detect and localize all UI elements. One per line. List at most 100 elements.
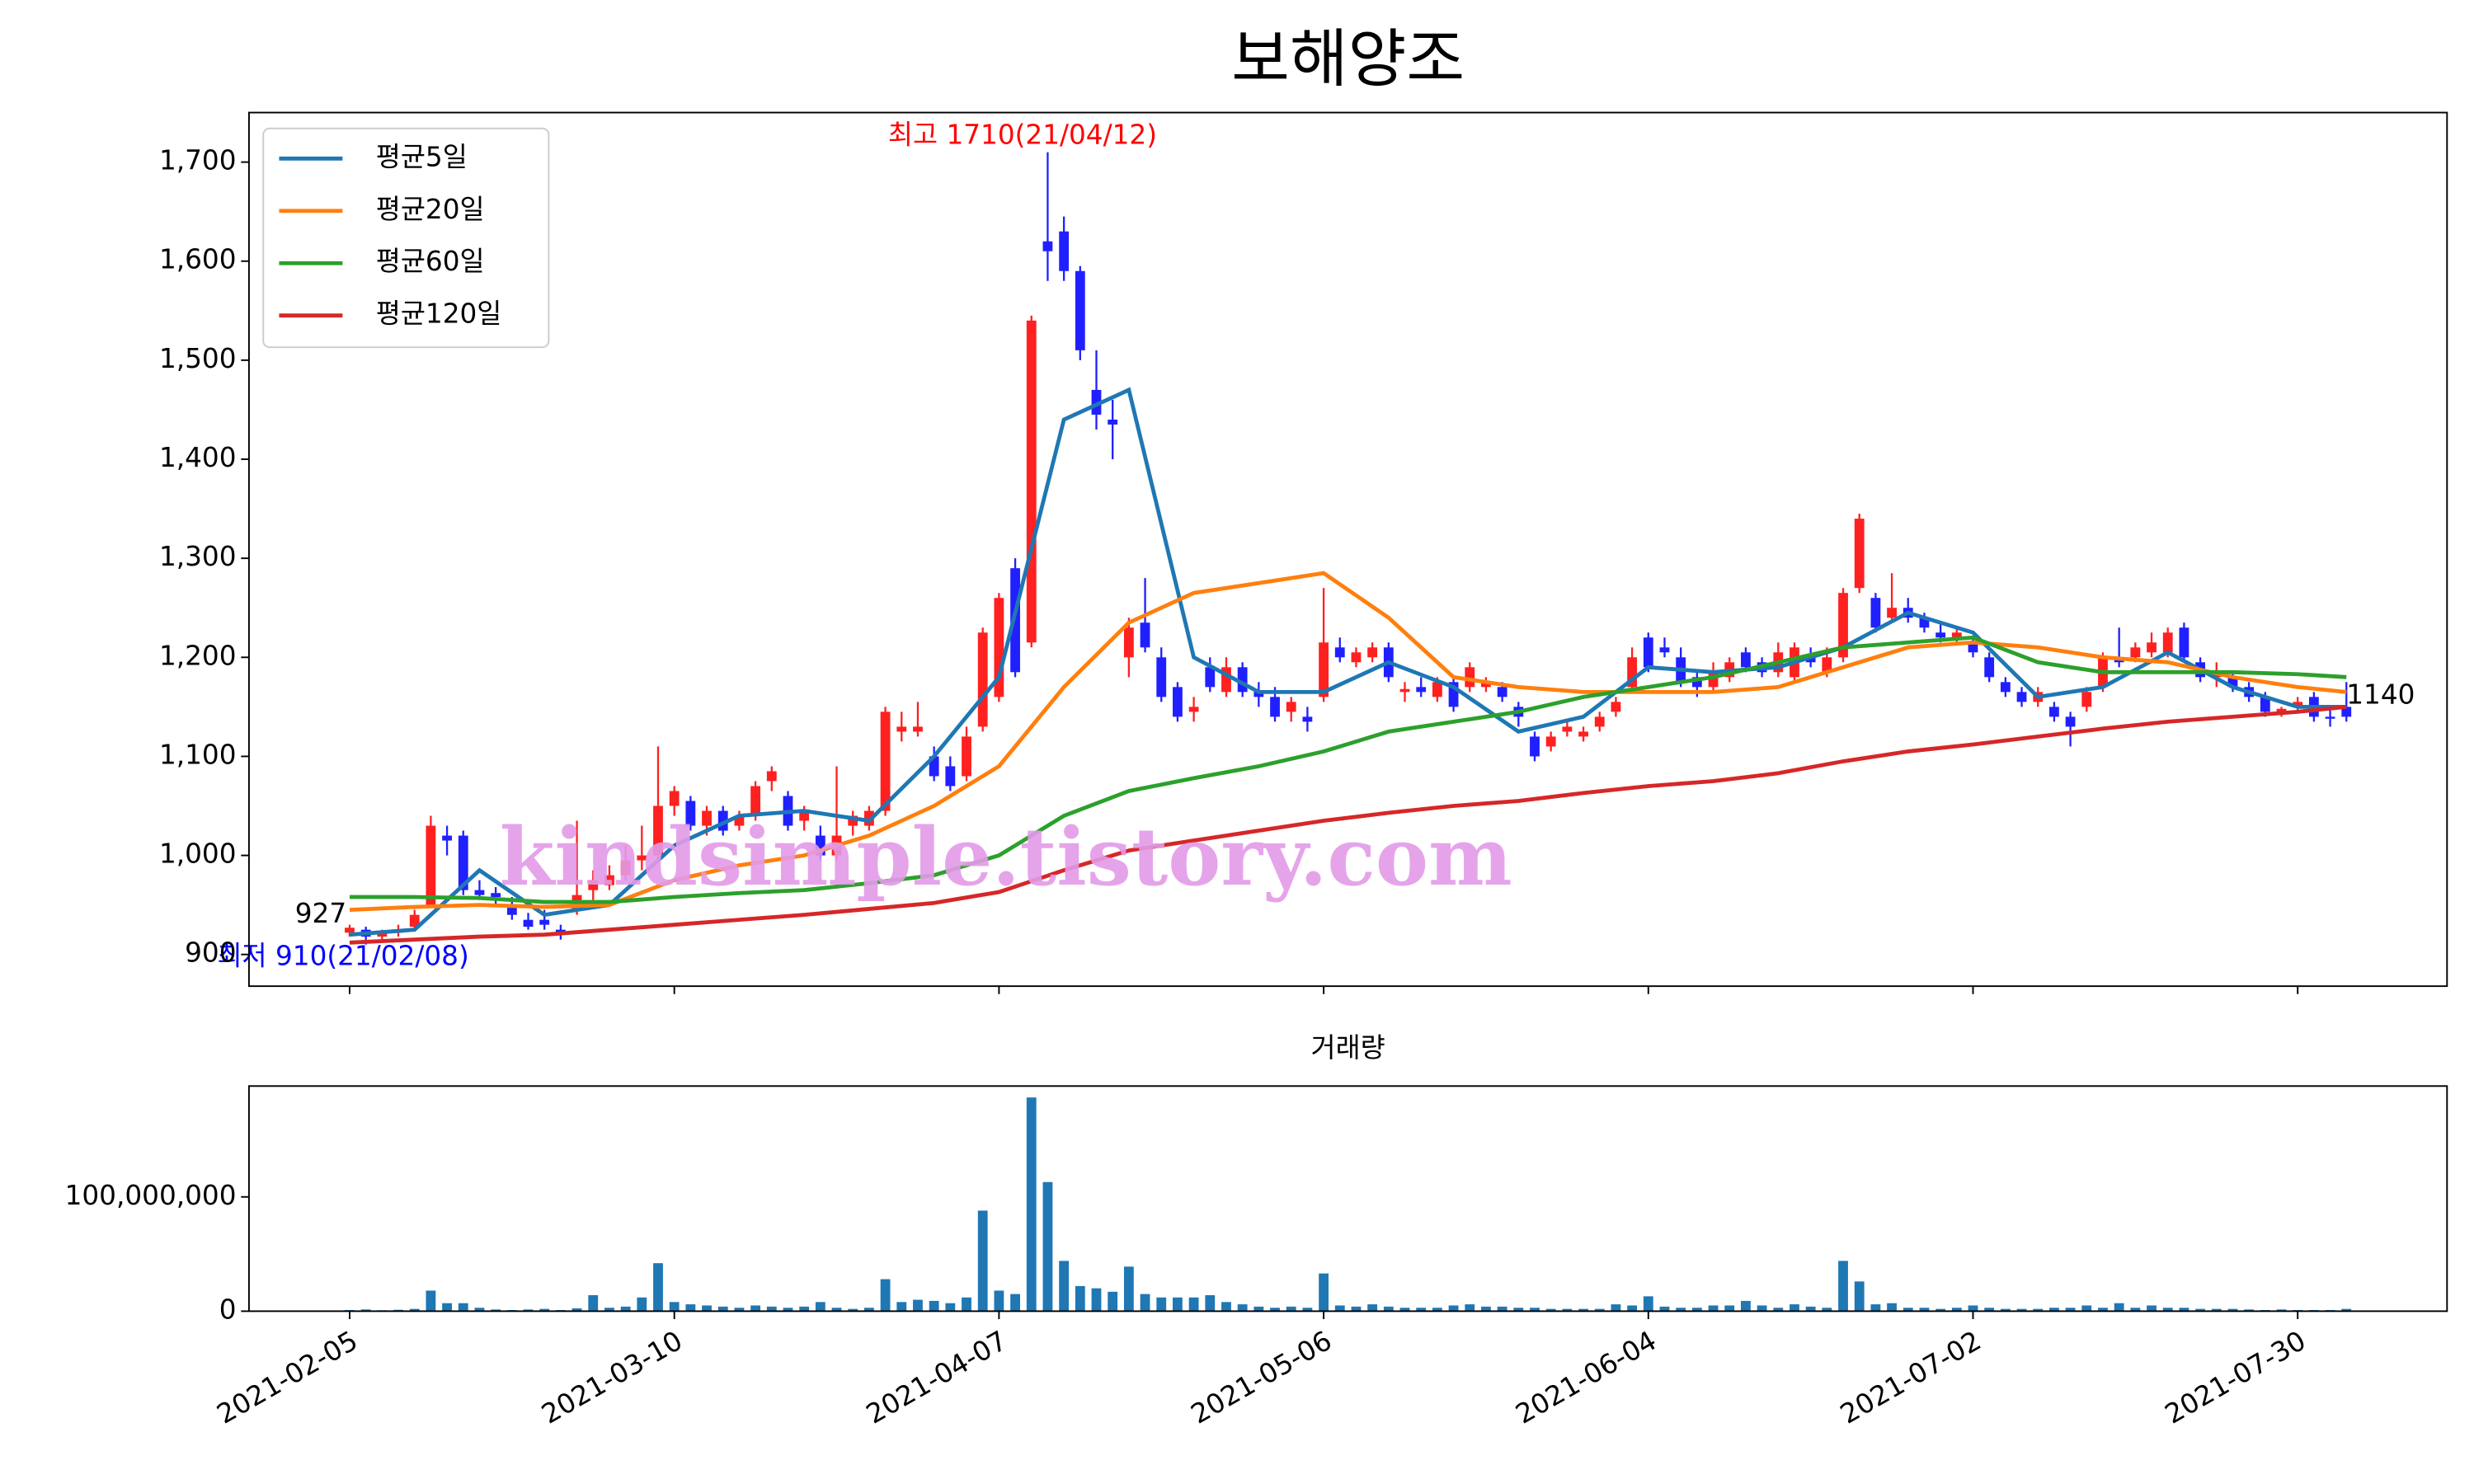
candle-body [1854,519,1865,589]
volume-bar [1611,1304,1621,1312]
candle-body [1059,231,1070,271]
volume-bar [1302,1308,1313,1312]
candle-body [913,726,923,732]
candle-body [2260,697,2270,712]
candle-body [2341,707,2352,717]
volume-bar [2033,1308,2044,1312]
y-tick-label: 1,700 [159,145,237,176]
volume-bar [2211,1308,2222,1312]
volume-bar [637,1297,647,1312]
volume-bar [1984,1308,1995,1312]
volume-bar [1757,1305,1767,1312]
candle-body [377,932,388,937]
candle-body [458,835,468,890]
candle-body [1140,622,1150,648]
volume-bar [2016,1308,2027,1312]
candle-body [1399,688,1410,693]
candle-body [1659,647,1670,653]
volume-bar [1854,1281,1865,1312]
volume-bar [1026,1097,1037,1312]
candle-body [1935,632,1946,638]
volume-bar [945,1303,956,1312]
volume-bar [1351,1306,1362,1312]
volume-bar [896,1302,907,1312]
volume-bar [2162,1308,2173,1312]
candle-body [1351,652,1362,663]
y-tick-label: 1,200 [159,640,237,671]
ma-line [349,571,2347,913]
candle-body [1188,707,1199,712]
volume-bar [653,1263,663,1312]
candle-body [523,919,534,928]
candle-body [620,860,631,876]
volume-bar [474,1308,485,1312]
volume-bar [1530,1308,1540,1312]
volume-bar [442,1303,452,1312]
candle-body [1594,716,1605,727]
volume-bar [994,1290,1004,1312]
candle-body [2179,627,2189,658]
volume-bar [2179,1308,2189,1312]
volume-bar [1270,1308,1280,1312]
volume-bar [1562,1308,1573,1312]
candle-body [962,736,971,777]
legend-label: 평균60일 [376,246,485,277]
chart-title: 보해양조 [1231,23,1465,96]
volume-bar [1724,1305,1735,1312]
volume-bar [1903,1308,1913,1312]
y-tick-label: 1,600 [159,244,237,275]
legend-label: 평균120일 [376,298,502,330]
candle-body [1173,687,1183,717]
y-tick-label: 1,500 [159,343,237,374]
volume-bar [409,1308,420,1312]
candle-body [345,928,355,933]
candle-body [977,632,988,727]
volume-bar [1319,1273,1329,1312]
candle-body [1302,716,1313,722]
volume-bar [2049,1308,2059,1312]
volume-bar [1594,1308,1605,1312]
volume-bar [1691,1308,1702,1312]
volume-bar [1010,1294,1020,1312]
volume-bar [1237,1304,1248,1312]
candle-body [848,815,858,826]
volume-bar [1708,1305,1719,1312]
candle-body [1643,637,1653,668]
volume-bar [571,1308,582,1312]
volume-bar [588,1294,599,1312]
volume-bar [1887,1303,1897,1312]
watermark: kindsimple.tistory.com [500,810,1512,904]
candle-body [2162,632,2173,653]
volume-bar [1253,1306,1264,1312]
legend-label: 평균20일 [376,194,485,225]
volume-bar [604,1308,614,1312]
volume-bar [2227,1308,2238,1312]
candle-body [1578,731,1588,737]
volume-bar [685,1304,696,1312]
volume-bar [766,1306,777,1312]
volume-bar [929,1300,939,1312]
volume-bar [2081,1305,2092,1312]
candle-body [1319,642,1329,697]
candle-body [815,835,825,856]
volume-bar [2147,1305,2157,1312]
volume-title: 거래량 [1311,1032,1385,1064]
volume-bar [1091,1288,1102,1312]
candle-body [1108,419,1118,425]
candle-body [2147,642,2157,653]
candle-body [2276,708,2287,712]
candle-body [1042,241,1053,251]
volume-bar [2276,1309,2287,1312]
volume-bar [1627,1305,1638,1312]
volume-bar [1042,1181,1053,1312]
candle-body [409,914,420,928]
candle-body [2325,716,2335,719]
candle-body [766,771,777,782]
candle-body [799,810,810,821]
volume-bar [2195,1308,2205,1312]
ma-line [349,387,2347,937]
candle-body [1367,647,1378,658]
volume-bar [1367,1304,1378,1312]
volume-bar [1123,1266,1134,1312]
